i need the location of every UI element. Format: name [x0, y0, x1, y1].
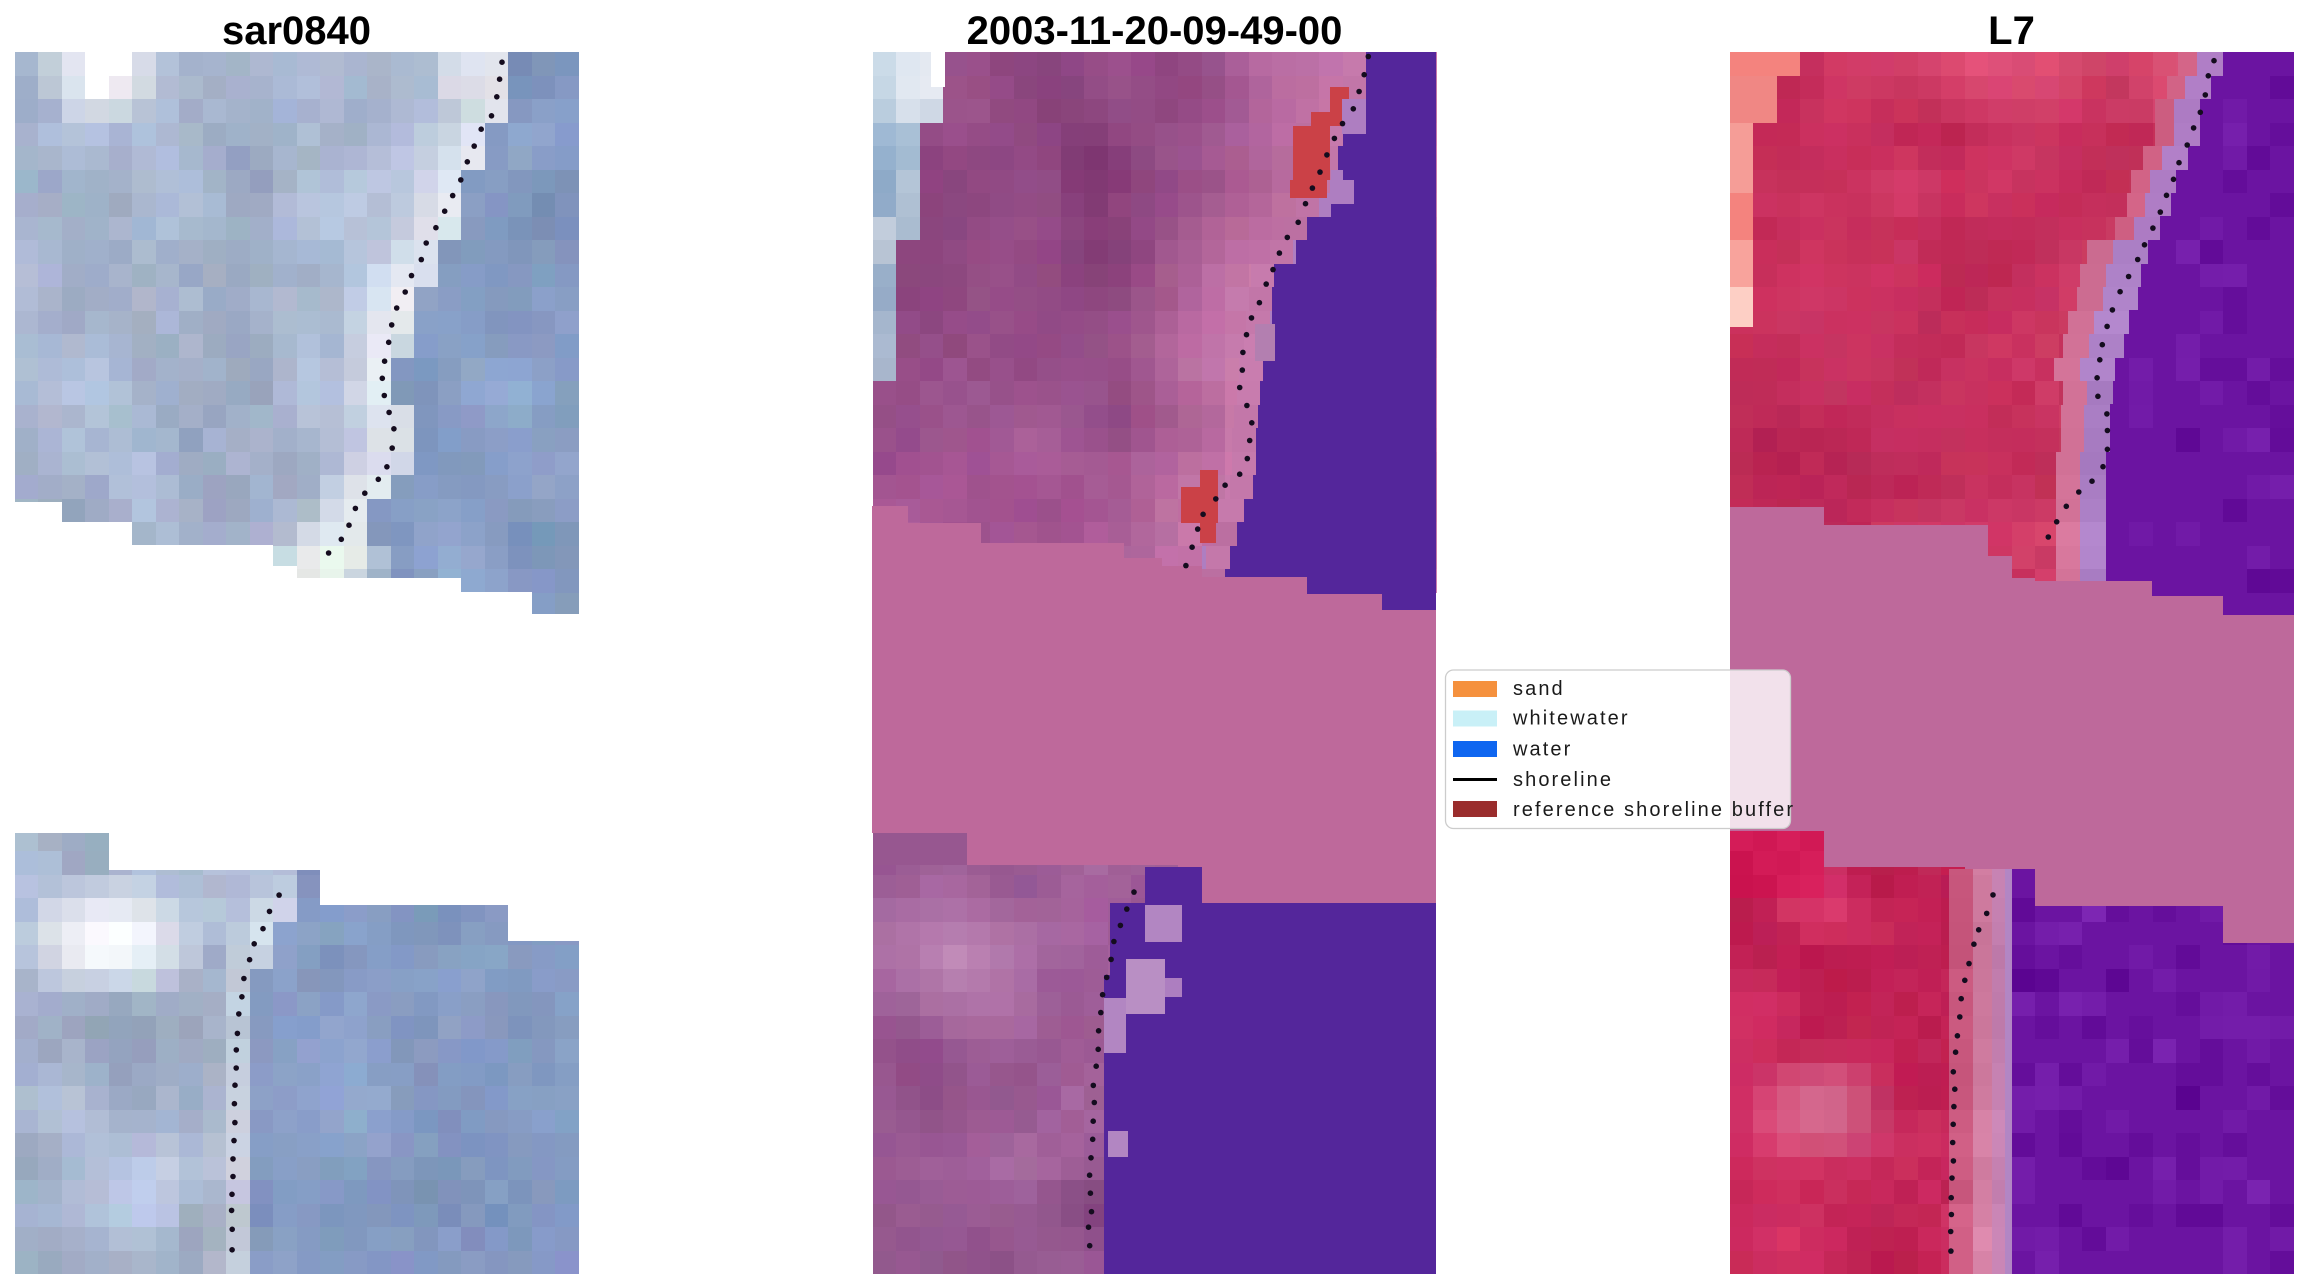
svg-text:shoreline: shoreline	[1513, 769, 1613, 791]
svg-text:sand: sand	[1513, 678, 1565, 700]
svg-text:L7: L7	[1988, 9, 2035, 53]
svg-text:water: water	[1512, 739, 1572, 761]
svg-text:reference shoreline buffer: reference shoreline buffer	[1513, 799, 1795, 821]
svg-text:2003-11-20-09-49-00: 2003-11-20-09-49-00	[967, 9, 1343, 53]
svg-text:sar0840: sar0840	[222, 9, 371, 53]
svg-text:whitewater: whitewater	[1512, 708, 1630, 730]
